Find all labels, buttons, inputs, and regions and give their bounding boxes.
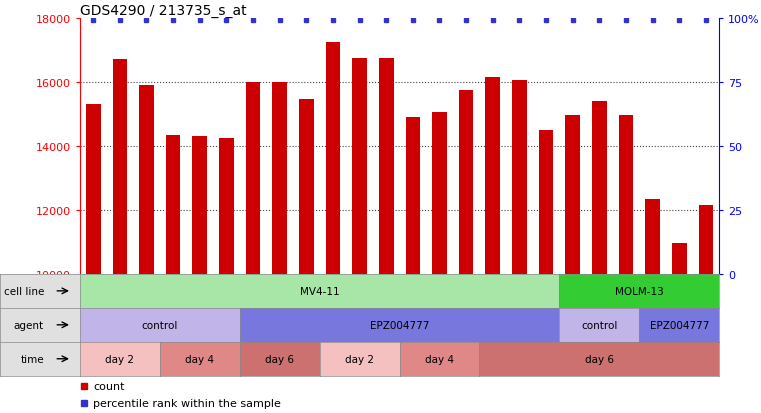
Text: control: control — [581, 320, 617, 330]
Bar — [246, 83, 260, 274]
Bar — [193, 137, 207, 274]
Text: EPZ004777: EPZ004777 — [370, 320, 429, 330]
Text: MOLM-13: MOLM-13 — [615, 286, 664, 296]
Text: agent: agent — [14, 320, 44, 330]
Text: MV4-11: MV4-11 — [300, 286, 339, 296]
Bar — [166, 135, 180, 274]
Bar — [299, 100, 314, 274]
Text: day 2: day 2 — [105, 354, 135, 364]
Bar — [592, 102, 607, 274]
Text: count: count — [93, 381, 125, 391]
Bar — [432, 113, 447, 274]
Bar — [139, 85, 154, 274]
Text: cell line: cell line — [4, 286, 44, 296]
Text: day 4: day 4 — [185, 354, 215, 364]
Bar — [406, 118, 420, 274]
Text: time: time — [21, 354, 44, 364]
Bar — [565, 116, 580, 274]
Bar — [486, 78, 500, 274]
Text: day 4: day 4 — [425, 354, 454, 364]
Text: day 6: day 6 — [584, 354, 614, 364]
Bar — [539, 131, 553, 274]
Text: percentile rank within the sample: percentile rank within the sample — [93, 398, 281, 408]
Bar — [512, 81, 527, 274]
Bar — [459, 90, 473, 274]
Bar — [272, 83, 287, 274]
Text: GDS4290 / 213735_s_at: GDS4290 / 213735_s_at — [80, 4, 247, 18]
Bar — [86, 105, 100, 274]
Bar — [352, 59, 367, 274]
Bar — [219, 138, 234, 274]
Bar — [645, 199, 660, 274]
Bar — [379, 59, 393, 274]
Bar — [672, 244, 686, 274]
Bar — [699, 206, 713, 274]
Text: control: control — [142, 320, 178, 330]
Text: day 6: day 6 — [265, 354, 295, 364]
Bar — [326, 43, 340, 274]
Bar — [619, 116, 633, 274]
Text: EPZ004777: EPZ004777 — [649, 320, 709, 330]
Text: day 2: day 2 — [345, 354, 374, 364]
Bar — [113, 60, 127, 274]
